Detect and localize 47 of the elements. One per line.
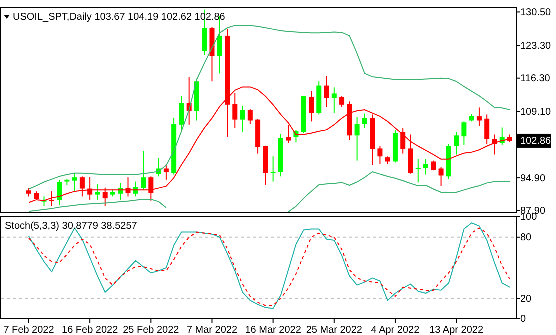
candlestick	[438, 166, 444, 187]
x-tick-label: 13 Apr 2022	[430, 325, 484, 335]
candlestick	[400, 128, 406, 154]
candlestick	[308, 90, 314, 122]
y-tick-label: 102.86	[520, 136, 552, 148]
x-tick-label: 25 Mar 2022	[306, 325, 363, 335]
y-tick-label: 116.30	[520, 74, 551, 85]
candlestick	[232, 92, 238, 129]
candlestick	[324, 76, 330, 108]
x-tick-label: 7 Feb 2022	[4, 325, 55, 335]
y-tick-label: 0	[520, 314, 526, 326]
candlestick	[431, 160, 436, 172]
candlestick	[270, 156, 276, 182]
candlestick	[240, 105, 246, 133]
candlestick	[454, 132, 460, 156]
candlestick	[72, 172, 78, 192]
x-tick-label: 16 Mar 2022	[245, 325, 302, 335]
candlestick	[484, 114, 490, 145]
candlestick	[378, 146, 383, 165]
candlestick	[57, 179, 62, 206]
x-tick-label: 7 Mar 2022	[186, 325, 238, 335]
x-tick-label: 4 Apr 2022	[371, 325, 420, 335]
y-tick-label: 94.90	[520, 173, 546, 184]
candlestick	[286, 124, 292, 144]
candlestick	[354, 116, 360, 162]
candlestick	[340, 96, 345, 108]
candlestick	[179, 96, 184, 131]
candlestick	[476, 107, 482, 127]
candlestick	[424, 158, 429, 176]
x-tick-label: 25 Feb 2022	[123, 325, 180, 335]
y-tick-label: 109.10	[520, 107, 552, 118]
chart-title: Stoch(5,3,3) 30.8779 38.5257	[5, 221, 138, 232]
y-tick-label: 80	[520, 232, 532, 244]
y-tick-label: 123.30	[520, 40, 552, 52]
candlestick	[416, 158, 421, 184]
candlestick	[332, 87, 337, 114]
candlestick	[164, 164, 169, 180]
candlestick	[462, 121, 467, 146]
candlestick	[362, 113, 368, 129]
candlestick	[95, 184, 100, 200]
candlestick	[248, 109, 253, 125]
y-tick-label: 20	[520, 294, 532, 305]
candlestick	[80, 176, 85, 198]
candlestick	[141, 150, 146, 191]
x-tick-label: 16 Feb 2022	[62, 325, 119, 335]
y-tick-label: 130.50	[520, 7, 552, 18]
line-series	[28, 25, 510, 190]
